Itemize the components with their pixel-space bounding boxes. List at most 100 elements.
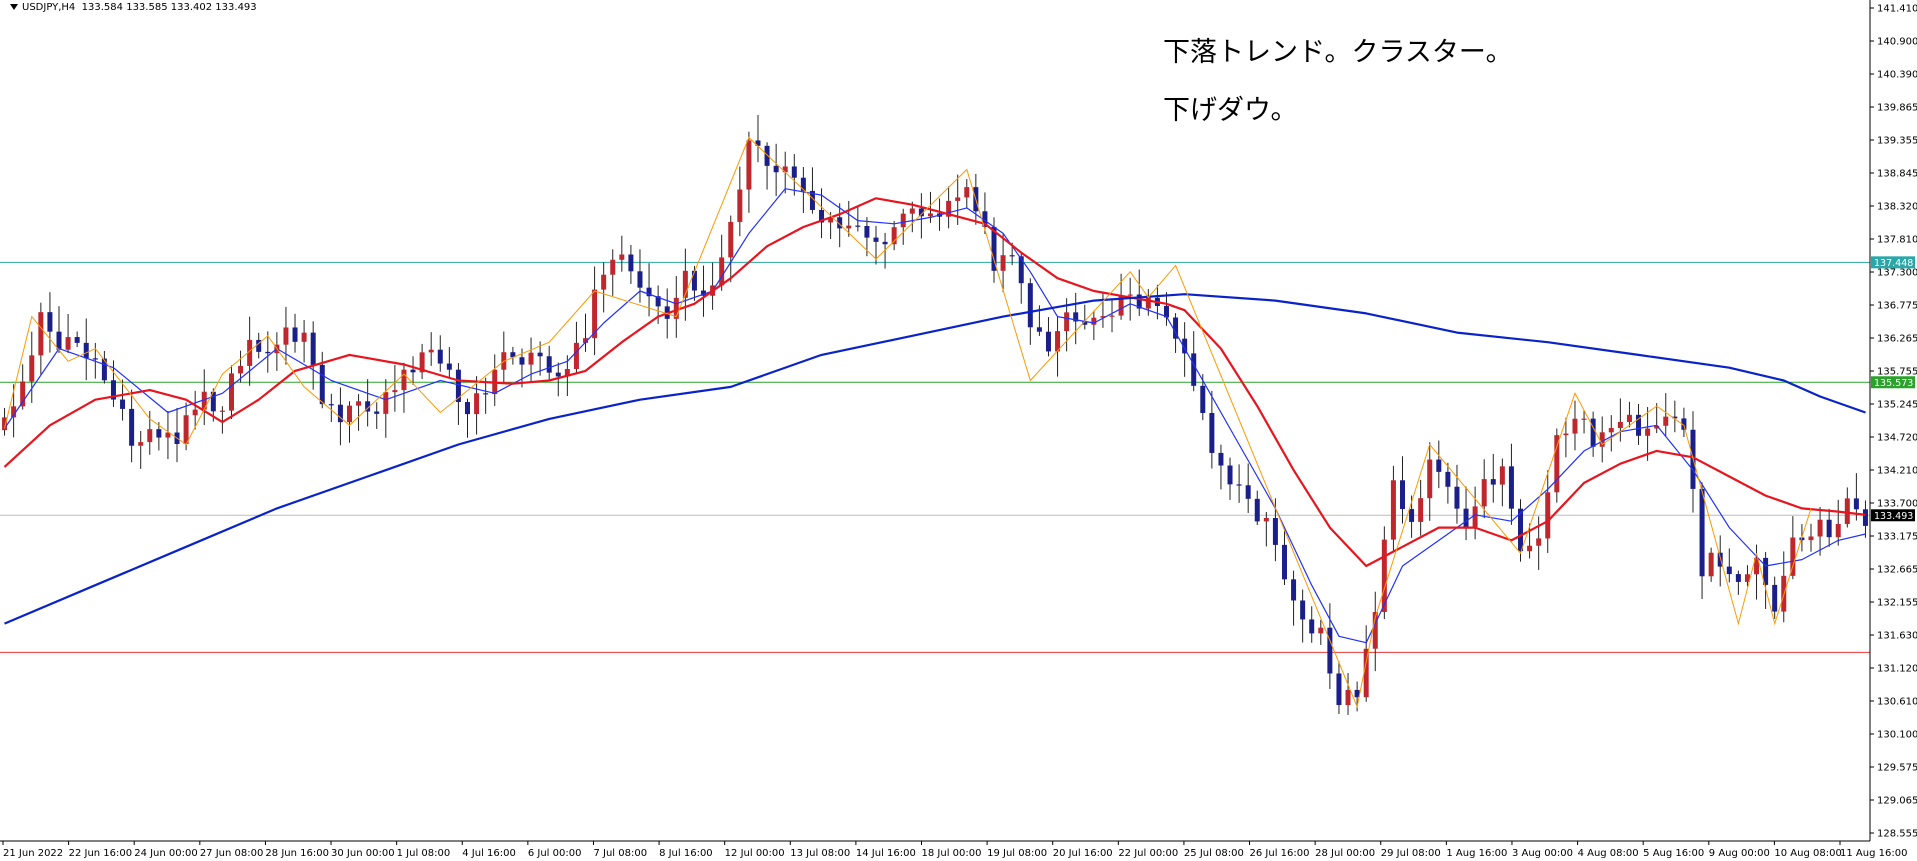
- bull-candle: [583, 338, 589, 343]
- bull-candle: [1708, 552, 1714, 577]
- bear-candle: [1291, 579, 1297, 601]
- y-tick-label: 129.575: [1877, 763, 1917, 774]
- bear-candle: [1036, 327, 1042, 332]
- bear-candle: [1826, 519, 1832, 538]
- bear-candle: [991, 226, 997, 271]
- bull-candle: [401, 369, 407, 391]
- bear-candle: [74, 337, 80, 343]
- x-tick-label: 22 Jul 00:00: [1118, 848, 1178, 859]
- bull-candle: [138, 442, 144, 446]
- bull-candle: [1318, 627, 1324, 634]
- bull-candle: [65, 337, 71, 350]
- bull-candle: [1064, 312, 1070, 332]
- symbol-header: USDJPY,H4 133.584 133.585 133.402 133.49…: [10, 2, 257, 13]
- bull-candle: [619, 254, 625, 260]
- bear-candle: [537, 352, 543, 357]
- bull-candle: [346, 405, 352, 423]
- bull-candle: [592, 289, 598, 339]
- bear-candle: [410, 369, 416, 373]
- bear-candle: [819, 209, 825, 223]
- price-marker-box: [1871, 256, 1915, 269]
- symbol-name: USDJPY,H4: [22, 2, 76, 13]
- bull-candle: [1554, 435, 1560, 493]
- bull-candle: [1744, 574, 1750, 582]
- bull-candle: [392, 390, 398, 393]
- x-tick-label: 6 Jul 00:00: [528, 848, 582, 859]
- bear-candle: [855, 225, 861, 227]
- bull-candle: [1109, 315, 1115, 317]
- bear-candle: [1245, 485, 1251, 499]
- bear-candle: [292, 327, 298, 342]
- x-tick-label: 25 Jul 08:00: [1184, 848, 1244, 859]
- bear-candle: [1354, 689, 1360, 698]
- bear-candle: [1518, 508, 1524, 552]
- bull-candle: [728, 221, 734, 258]
- bull-candle: [20, 381, 26, 407]
- bull-candle: [1599, 432, 1605, 447]
- x-tick-label: 14 Jul 16:00: [856, 848, 916, 859]
- x-tick-label: 12 Jul 00:00: [725, 848, 785, 859]
- bear-candle: [1136, 294, 1142, 309]
- y-tick-label: 134.720: [1877, 433, 1917, 444]
- bear-candle: [1236, 484, 1242, 486]
- bear-candle: [483, 393, 489, 395]
- bull-candle: [201, 391, 207, 410]
- bull-candle: [927, 213, 933, 217]
- bear-candle: [791, 166, 797, 178]
- bear-candle: [555, 372, 561, 377]
- bear-candle: [465, 401, 470, 415]
- x-tick-label: 21 Jun 2022: [3, 848, 63, 859]
- bear-candle: [519, 357, 525, 365]
- bear-candle: [1272, 517, 1278, 545]
- bull-candle: [1817, 519, 1823, 537]
- bull-candle: [682, 270, 688, 298]
- bear-candle: [101, 358, 107, 381]
- y-tick-label: 138.845: [1877, 169, 1917, 180]
- x-tick-label: 26 Jul 16:00: [1250, 848, 1310, 859]
- bull-candle: [11, 406, 17, 418]
- bear-candle: [1009, 255, 1015, 257]
- bear-candle: [1636, 414, 1642, 436]
- bear-candle: [1218, 452, 1224, 466]
- y-tick-label: 138.320: [1877, 202, 1917, 213]
- bull-candle: [719, 257, 725, 286]
- bear-candle: [873, 237, 879, 242]
- bear-candle: [1681, 418, 1687, 430]
- bull-candle: [419, 352, 425, 373]
- bull-candle: [1481, 479, 1487, 507]
- zigzag-line: [4, 136, 1812, 709]
- y-tick-label: 135.245: [1877, 400, 1917, 411]
- y-tick-label: 134.210: [1877, 466, 1917, 477]
- bear-candle: [1327, 627, 1333, 674]
- bear-candle: [1209, 412, 1215, 453]
- x-tick-label: 28 Jul 00:00: [1315, 848, 1375, 859]
- bear-candle: [882, 241, 888, 245]
- bear-candle: [1436, 459, 1442, 472]
- bear-candle: [691, 270, 697, 291]
- y-tick-label: 128.555: [1877, 829, 1917, 840]
- bull-candle: [828, 217, 834, 223]
- bear-candle: [437, 349, 443, 364]
- candles: [2, 114, 1868, 715]
- y-tick-label: 132.155: [1877, 598, 1917, 609]
- bull-candle: [1263, 517, 1269, 522]
- price-marker-box: [1871, 509, 1915, 522]
- bear-candle: [365, 401, 371, 412]
- bear-candle: [1227, 465, 1233, 485]
- bull-candle: [383, 392, 389, 414]
- x-tick-label: 4 Aug 08:00: [1578, 848, 1639, 859]
- annotation-lower-dow: 下げダウ。: [1163, 95, 1298, 126]
- bull-candle: [1617, 421, 1623, 429]
- bear-candle: [1082, 321, 1088, 325]
- x-tick-label: 27 Jun 08:00: [200, 848, 264, 859]
- x-tick-label: 5 Aug 16:00: [1643, 848, 1704, 859]
- x-tick-label: 29 Jul 08:00: [1381, 848, 1441, 859]
- price-marker-label: 135.573: [1874, 378, 1913, 389]
- bull-candle: [1626, 414, 1632, 422]
- y-tick-label: 135.755: [1877, 367, 1917, 378]
- bull-candle: [1545, 492, 1551, 539]
- bear-candle: [755, 140, 761, 146]
- dropdown-triangle-icon[interactable]: [10, 4, 18, 10]
